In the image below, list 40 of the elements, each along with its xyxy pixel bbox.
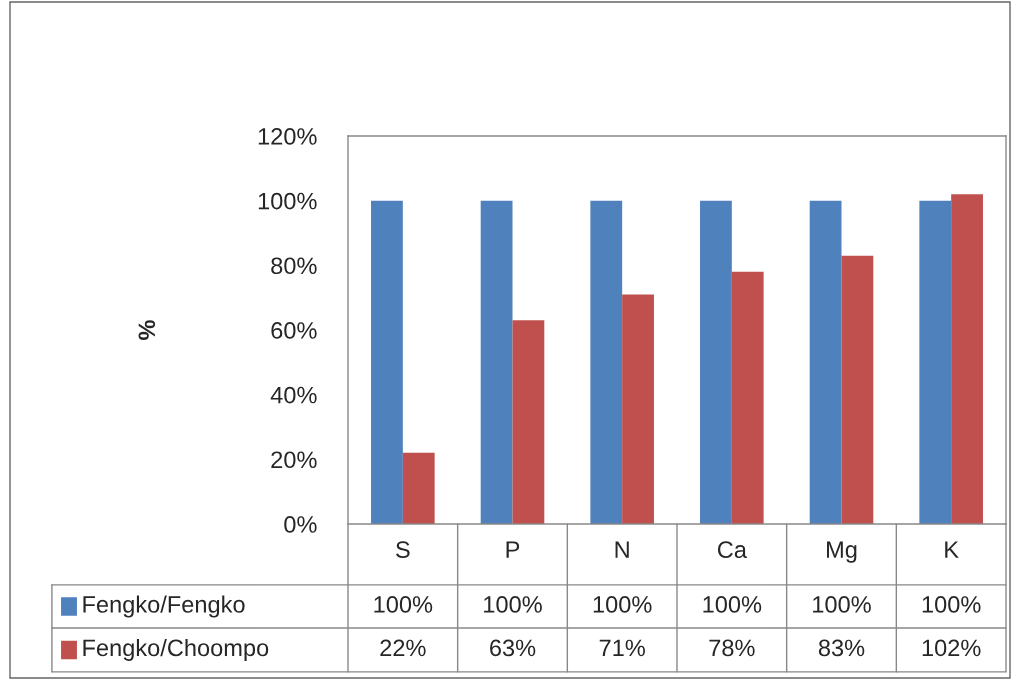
bar [622, 294, 654, 524]
x-tick-label: S [396, 541, 410, 559]
bar [731, 271, 764, 524]
y-tick-label: 40% [270, 386, 317, 404]
legend-label: Fengko/Choompo [83, 638, 269, 661]
x-tick-label: P [506, 541, 520, 558]
bar [809, 200, 842, 524]
data-label: 100% [922, 596, 981, 613]
x-tick-label: Ca [717, 541, 747, 559]
bar [402, 452, 435, 524]
bar [951, 194, 983, 524]
y-tick-label: 0% [284, 516, 317, 533]
data-label: 100% [374, 596, 433, 613]
data-label: 100% [593, 596, 652, 613]
y-tick-label: 100% [258, 192, 317, 210]
y-tick-label: 20% [271, 451, 317, 469]
data-label: 71% [599, 639, 645, 657]
data-label: 100% [703, 596, 762, 613]
y-tick-label: 60% [271, 322, 317, 339]
bar [480, 200, 513, 524]
bar [841, 255, 874, 524]
bar [919, 200, 952, 524]
legend-label: Fengko/Fengko [83, 595, 245, 618]
data-label: 83% [818, 639, 865, 657]
data-label: 63% [490, 639, 536, 657]
data-label: 100% [484, 596, 542, 613]
y-axis-title: % [138, 320, 156, 340]
x-tick-label: N [615, 541, 629, 558]
data-label: 22% [380, 639, 426, 657]
x-tick-label: Mg [827, 541, 857, 563]
data-label: 100% [813, 596, 871, 613]
bar [512, 320, 545, 524]
bar [371, 200, 403, 524]
y-tick-label: 120% [258, 128, 317, 145]
bar [590, 200, 623, 524]
y-tick-label: 80% [271, 257, 317, 275]
bar [700, 200, 732, 524]
data-label: 102% [922, 639, 981, 657]
data-label: 78% [709, 639, 755, 657]
x-tick-label: K [945, 541, 959, 558]
